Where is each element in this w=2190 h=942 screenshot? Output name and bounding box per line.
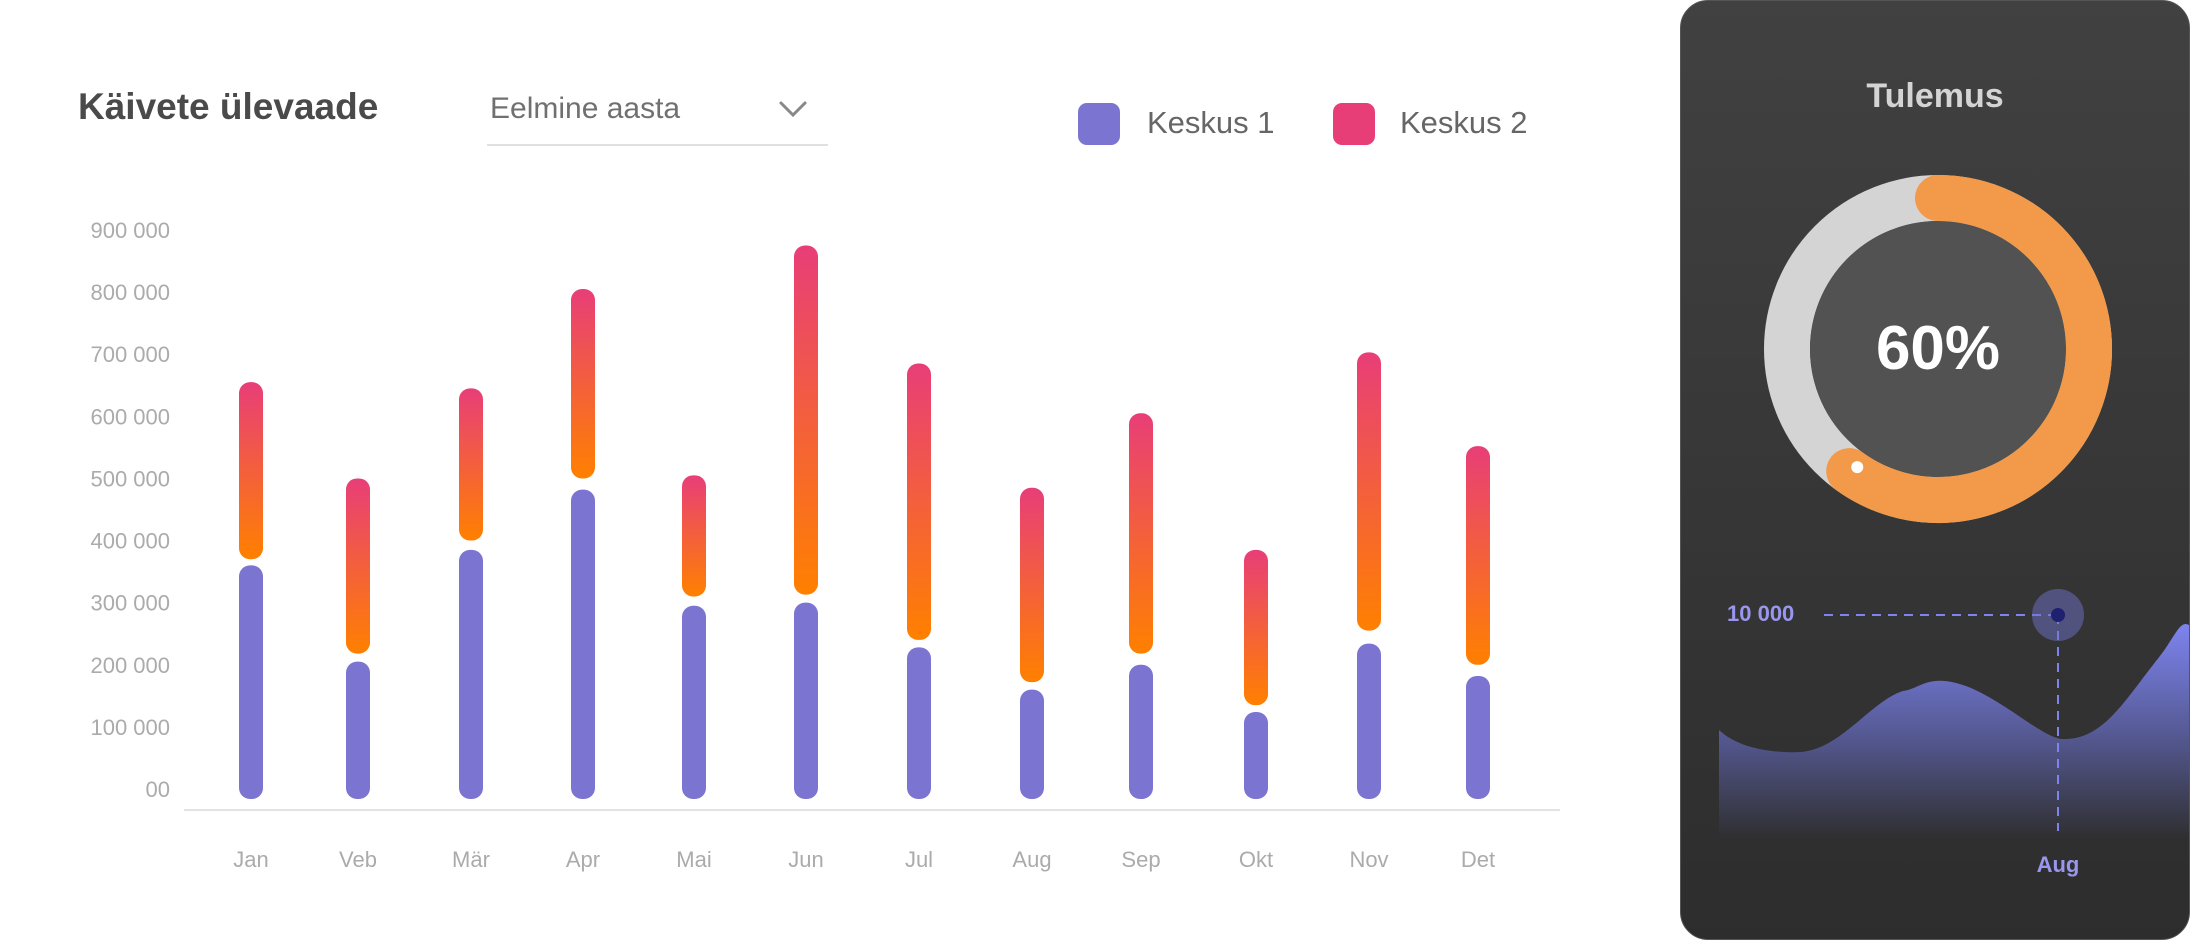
legend-swatch-keskus-1: [1078, 103, 1120, 145]
bar-keskus-1[interactable]: [1357, 643, 1381, 799]
x-tick-label: Nov: [1349, 847, 1388, 872]
bar-keskus-1[interactable]: [1129, 664, 1153, 799]
panel-graphics: [1719, 175, 2189, 841]
x-tick-label: Veb: [339, 847, 377, 872]
bar-keskus-2[interactable]: [346, 478, 370, 654]
period-select[interactable]: Eelmine aasta: [487, 88, 828, 146]
bar-chart: 00 100 000 200 000 300 000 400 000 500 000 600…: [90, 218, 1560, 872]
bar-keskus-2[interactable]: [794, 245, 818, 595]
bar-keskus-1[interactable]: [1020, 689, 1044, 799]
bar-keskus-1[interactable]: [907, 647, 931, 799]
y-tick-label: 800 000: [90, 280, 170, 305]
bar-keskus-2[interactable]: [239, 382, 263, 560]
donut-center: [1810, 221, 2066, 477]
period-select-value: Eelmine aasta: [490, 92, 681, 125]
x-tick-label: Jan: [233, 847, 268, 872]
result-panel: Tulemus 60% 10 000 Aug: [1680, 0, 2190, 940]
y-tick-label: 400 000: [90, 529, 170, 554]
chevron-down-icon: [779, 101, 807, 118]
y-tick-label: 100 000: [90, 715, 170, 740]
donut-end-dot: [1851, 461, 1864, 474]
bar-keskus-1[interactable]: [1244, 711, 1268, 799]
bar-keskus-2[interactable]: [907, 363, 931, 640]
bar-keskus-2[interactable]: [1244, 549, 1268, 706]
bar-keskus-1[interactable]: [794, 602, 818, 799]
legend-label-keskus-2: Keskus 2: [1400, 105, 1528, 140]
y-tick-label: 600 000: [90, 404, 170, 429]
bar-keskus-1[interactable]: [239, 565, 263, 799]
bar-keskus-2[interactable]: [459, 388, 483, 541]
y-tick-label: 900 000: [90, 218, 170, 243]
x-tick-label: Mär: [452, 847, 490, 872]
legend-swatch-keskus-2: [1333, 103, 1375, 145]
bar-keskus-2[interactable]: [1357, 352, 1381, 631]
donut-progress-arc: [1826, 175, 2112, 523]
panel-title: Tulemus: [1866, 77, 2004, 115]
bar-keskus-2[interactable]: [682, 475, 706, 597]
bar-keskus-2[interactable]: [571, 289, 595, 479]
y-tick-label: 00: [146, 777, 170, 802]
x-tick-label: Det: [1461, 847, 1495, 872]
bar-keskus-2[interactable]: [1129, 413, 1153, 654]
bar-keskus-2[interactable]: [1020, 487, 1044, 683]
chart-title: Käivete ülevaade: [78, 86, 379, 127]
bar-keskus-1[interactable]: [459, 549, 483, 799]
x-tick-label: Apr: [566, 847, 600, 872]
highlight-value-label: 10 000: [1727, 601, 1795, 626]
bar-keskus-1[interactable]: [682, 605, 706, 799]
legend-label-keskus-1: Keskus 1: [1147, 105, 1275, 140]
percent-value: 60%: [1875, 314, 2001, 383]
y-tick-label: 200 000: [90, 653, 170, 678]
highlight-month-label: Aug: [2036, 852, 2080, 877]
area-chart-fill: [1719, 623, 2189, 841]
bar-keskus-1[interactable]: [1466, 675, 1490, 799]
y-tick-label: 300 000: [90, 591, 170, 616]
bar-keskus-1[interactable]: [571, 489, 595, 799]
x-tick-label: Jun: [788, 847, 823, 872]
y-tick-label: 700 000: [90, 342, 170, 367]
x-tick-label: Mai: [676, 847, 711, 872]
highlight-point[interactable]: [2051, 608, 2065, 622]
x-tick-label: Jul: [905, 847, 933, 872]
x-tick-label: Sep: [1121, 847, 1160, 872]
bar-keskus-2[interactable]: [1466, 446, 1490, 665]
x-tick-label: Aug: [1012, 847, 1051, 872]
y-tick-label: 500 000: [90, 466, 170, 491]
bar-keskus-1[interactable]: [346, 661, 370, 799]
x-tick-label: Okt: [1239, 847, 1273, 872]
